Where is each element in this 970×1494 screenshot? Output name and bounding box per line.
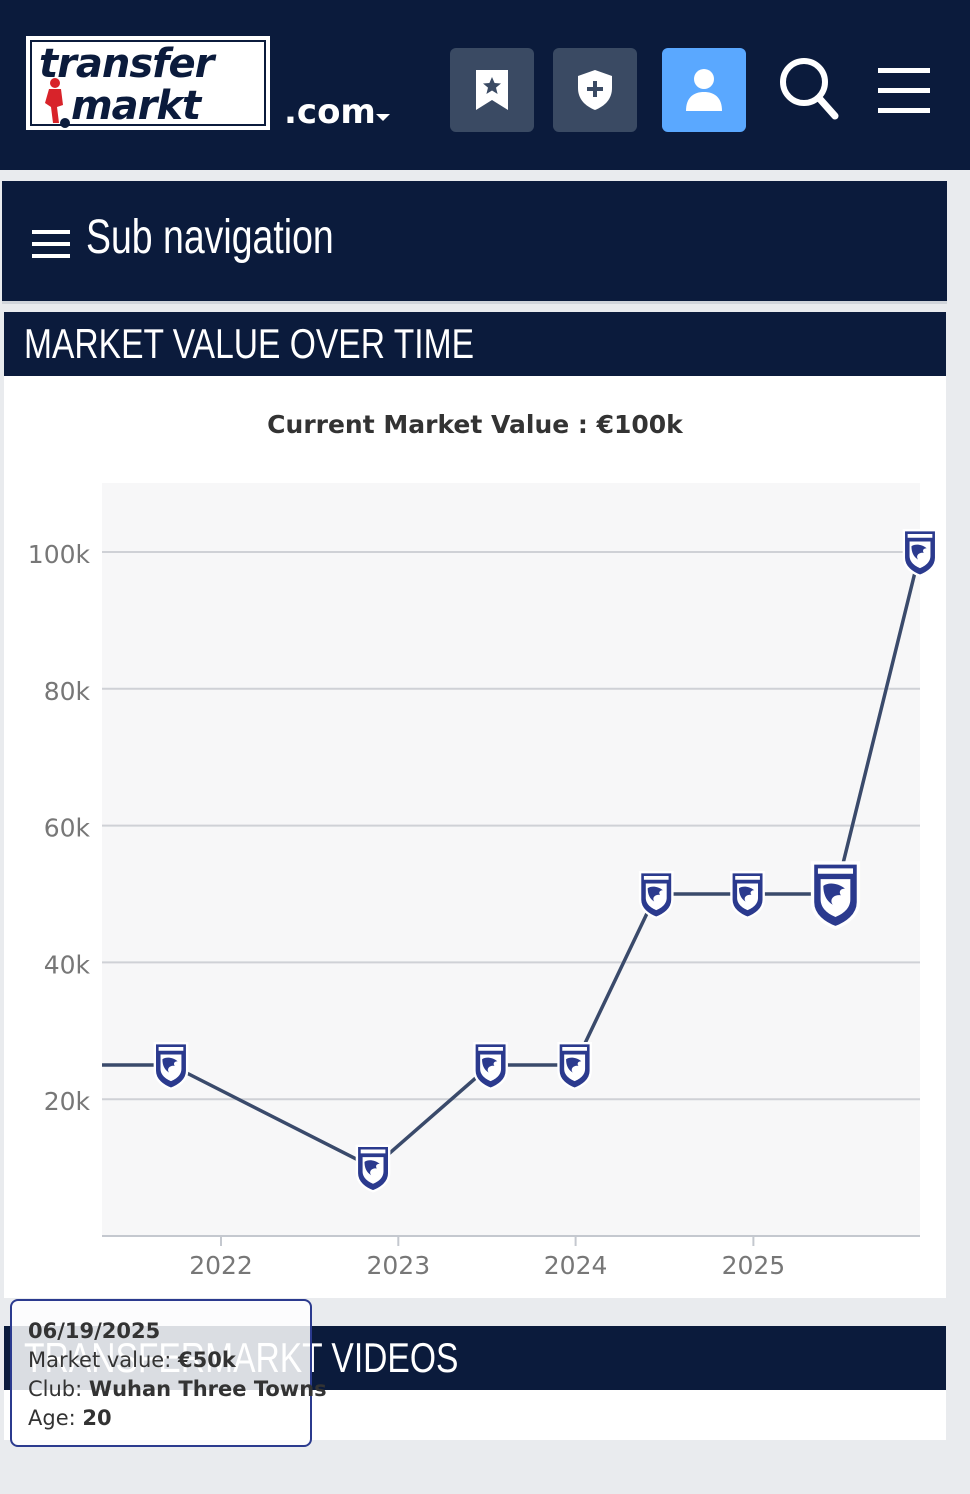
data-point-club-crest-icon[interactable]	[473, 1041, 508, 1090]
hamburger-icon[interactable]	[32, 228, 70, 260]
data-point-club-crest-icon[interactable]	[355, 1144, 391, 1193]
x-tick-label: 2022	[189, 1251, 253, 1280]
y-tick-label: 80k	[44, 677, 91, 706]
user-account-button[interactable]	[662, 48, 746, 132]
data-point-club-crest-icon[interactable]	[730, 870, 765, 919]
tooltip-club: Wuhan Three Towns	[88, 1377, 327, 1401]
tooltip-age-row: Age: 20	[28, 1404, 294, 1433]
tooltip-date: 06/19/2025	[28, 1319, 161, 1343]
data-point-club-crest-icon[interactable]	[810, 861, 861, 930]
watchlist-button[interactable]	[450, 48, 534, 132]
section-title: MARKET VALUE OVER TIME	[24, 320, 474, 367]
data-point-club-crest-icon[interactable]	[557, 1041, 592, 1090]
tooltip-club-label: Club:	[28, 1377, 83, 1401]
data-point-club-crest-icon[interactable]	[638, 870, 674, 919]
tooltip-age-label: Age:	[28, 1406, 76, 1430]
sub-navigation-label[interactable]: Sub navigation	[86, 211, 334, 264]
tooltip-club-row: Club: Wuhan Three Towns	[28, 1375, 327, 1404]
logo-player-icon	[45, 78, 70, 128]
top-bar: transfer markt .com	[0, 0, 970, 170]
y-tick-label: 20k	[44, 1087, 91, 1116]
x-tick-label: 2024	[544, 1251, 608, 1280]
tooltip-age: 20	[82, 1406, 112, 1430]
market-value-header: MARKET VALUE OVER TIME	[4, 312, 946, 376]
data-point-club-crest-icon[interactable]	[902, 528, 938, 577]
shield-plus-icon	[578, 70, 612, 110]
x-tick-label: 2023	[366, 1251, 430, 1280]
current-market-value: Current Market Value : €100k	[267, 410, 683, 439]
search-icon[interactable]	[778, 54, 840, 122]
sub-navigation-bar[interactable]	[2, 181, 947, 304]
chart-tooltip: 06/19/2025 Market value: €50k Club: Wuha…	[10, 1299, 327, 1447]
hamburger-menu-icon[interactable]	[878, 66, 930, 116]
data-point-club-crest-icon[interactable]	[153, 1041, 189, 1090]
y-tick-label: 40k	[44, 950, 91, 979]
logo-text-markt: markt	[71, 83, 201, 129]
tooltip-market-value: €50k	[178, 1348, 236, 1372]
user-icon	[686, 69, 722, 111]
logo-text-transfer: transfer	[39, 41, 214, 87]
club-shield-button[interactable]	[553, 48, 637, 132]
bookmark-star-icon	[476, 70, 508, 110]
transfermarkt-logo[interactable]: transfer markt	[26, 36, 270, 130]
y-tick-label: 60k	[44, 814, 91, 843]
y-tick-label: 100k	[28, 540, 91, 569]
domain-dropdown-caret-icon[interactable]	[376, 114, 390, 121]
x-tick-label: 2025	[722, 1251, 786, 1280]
tooltip-market-value-label: Market value:	[28, 1348, 172, 1372]
tooltip-market-value-row: Market value: €50k	[28, 1346, 294, 1375]
domain-suffix[interactable]: .com	[284, 92, 376, 132]
market-value-chart[interactable]: 20k 40k 60k 80k 100k 2022 2023 2024 2025	[0, 0, 970, 1300]
plot-area	[102, 483, 920, 1236]
